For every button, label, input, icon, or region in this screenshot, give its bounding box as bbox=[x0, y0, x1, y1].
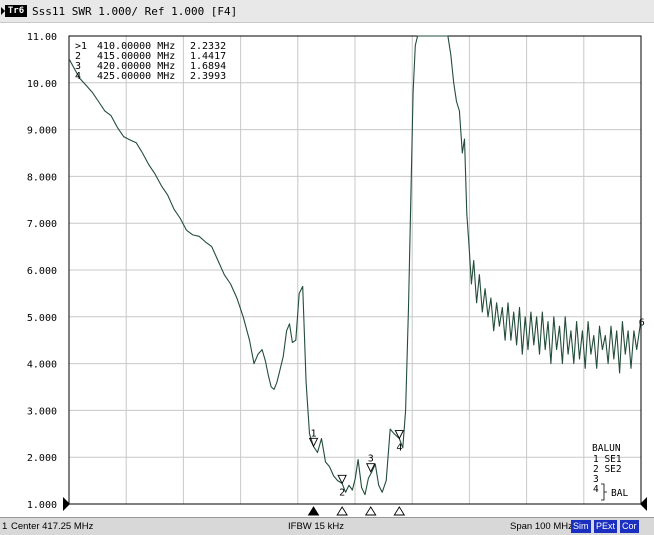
y-tick-label: 11.00 bbox=[27, 32, 57, 43]
stimulus-marker bbox=[336, 506, 348, 516]
balun-line: 3 bbox=[593, 474, 599, 485]
balun-line: 2 SE2 bbox=[593, 464, 622, 475]
y-tick-label: 6.000 bbox=[27, 266, 57, 277]
y-tick-labels: 11.00 10.00 9.000 8.000 7.000 6.000 5.000 4.000… bbox=[27, 32, 57, 511]
stimulus-marker bbox=[307, 506, 320, 516]
trace-line bbox=[68, 35, 642, 496]
marker-table-value: 2.3993 bbox=[190, 71, 226, 82]
marker-triangle bbox=[337, 474, 347, 485]
balun-bracket bbox=[601, 483, 607, 501]
y-tick-label: 5.000 bbox=[27, 313, 57, 324]
marker-label: 4 bbox=[396, 443, 402, 454]
ref-arrow-left bbox=[63, 497, 70, 511]
marker-triangle bbox=[308, 437, 319, 448]
marker-triangle bbox=[394, 430, 405, 440]
channel-number[interactable]: 1 bbox=[2, 521, 8, 532]
marker-table-value: 2.2332 bbox=[190, 41, 226, 52]
y-tick-label: 9.000 bbox=[27, 126, 57, 137]
y-tick-label: 10.00 bbox=[27, 79, 57, 90]
balun-line: 1 SE1 bbox=[593, 454, 622, 465]
stimulus-marker bbox=[364, 506, 377, 516]
marker-table-freq: 410.00000 MHz bbox=[97, 41, 175, 52]
y-tick-label: 4.000 bbox=[27, 360, 57, 371]
active-trace-tag[interactable]: Tr6 bbox=[1, 5, 27, 17]
marker-table-id: >1 bbox=[75, 41, 87, 52]
marker-label: 1 bbox=[311, 428, 317, 439]
marker-triangle bbox=[366, 463, 376, 473]
center-frequency[interactable]: Center 417.25 MHz bbox=[11, 521, 94, 532]
span-value[interactable]: Span 100 MHz bbox=[510, 521, 573, 532]
y-tick-label: 2.000 bbox=[27, 453, 57, 464]
marker-table-value: 1.4417 bbox=[190, 51, 226, 62]
pext-badge[interactable]: PExt bbox=[594, 520, 618, 533]
status-bar: 1 Center 417.25 MHz IFBW 15 kHz Span 100… bbox=[0, 517, 654, 535]
trace-layer: 6 bbox=[68, 35, 645, 496]
marker-table-freq: 415.00000 MHz bbox=[97, 51, 175, 62]
marker-table-freq: 420.00000 MHz bbox=[97, 61, 175, 72]
plot-frame bbox=[68, 35, 642, 505]
ifbw-value[interactable]: IFBW 15 kHz bbox=[288, 521, 344, 532]
ref-arrow-right bbox=[640, 497, 647, 511]
marker-layer: 1 2 3 4 bbox=[307, 428, 406, 516]
marker-table-id: 4 bbox=[75, 71, 81, 82]
y-tick-label: 8.000 bbox=[27, 172, 57, 183]
y-tick-label: 3.000 bbox=[27, 406, 57, 417]
marker-table-value: 1.6894 bbox=[190, 61, 226, 72]
balun-bal-label: BAL bbox=[611, 488, 628, 499]
y-tick-label: 7.000 bbox=[27, 219, 57, 230]
marker-table-id: 3 bbox=[75, 61, 81, 72]
marker-table-freq: 425.00000 MHz bbox=[97, 71, 175, 82]
trace-title[interactable]: Sss11 SWR 1.000/ Ref 1.000 [F4] bbox=[32, 5, 238, 18]
balun-title: BALUN bbox=[592, 443, 621, 454]
marker-label: 2 bbox=[339, 487, 345, 498]
reference-indicators bbox=[63, 497, 647, 511]
stimulus-marker bbox=[393, 506, 406, 516]
trace-title-bar: Tr6 Sss11 SWR 1.000/ Ref 1.000 [F4] bbox=[0, 0, 654, 23]
y-tick-label: 1.000 bbox=[27, 500, 57, 511]
trace-end-label: 6 bbox=[639, 317, 645, 328]
sim-badge[interactable]: Sim bbox=[571, 520, 591, 533]
swr-chart: 11.00 10.00 9.000 8.000 7.000 6.000 5.000 4.000… bbox=[27, 32, 647, 516]
marker-label: 3 bbox=[368, 454, 374, 465]
balun-line: 4 bbox=[593, 484, 599, 495]
marker-table: >1 410.00000 MHz 2.2332 2 415.00000 MHz 1.441… bbox=[75, 41, 226, 82]
marker-table-id: 2 bbox=[75, 51, 81, 62]
grid bbox=[68, 35, 642, 505]
cor-badge[interactable]: Cor bbox=[620, 520, 639, 533]
